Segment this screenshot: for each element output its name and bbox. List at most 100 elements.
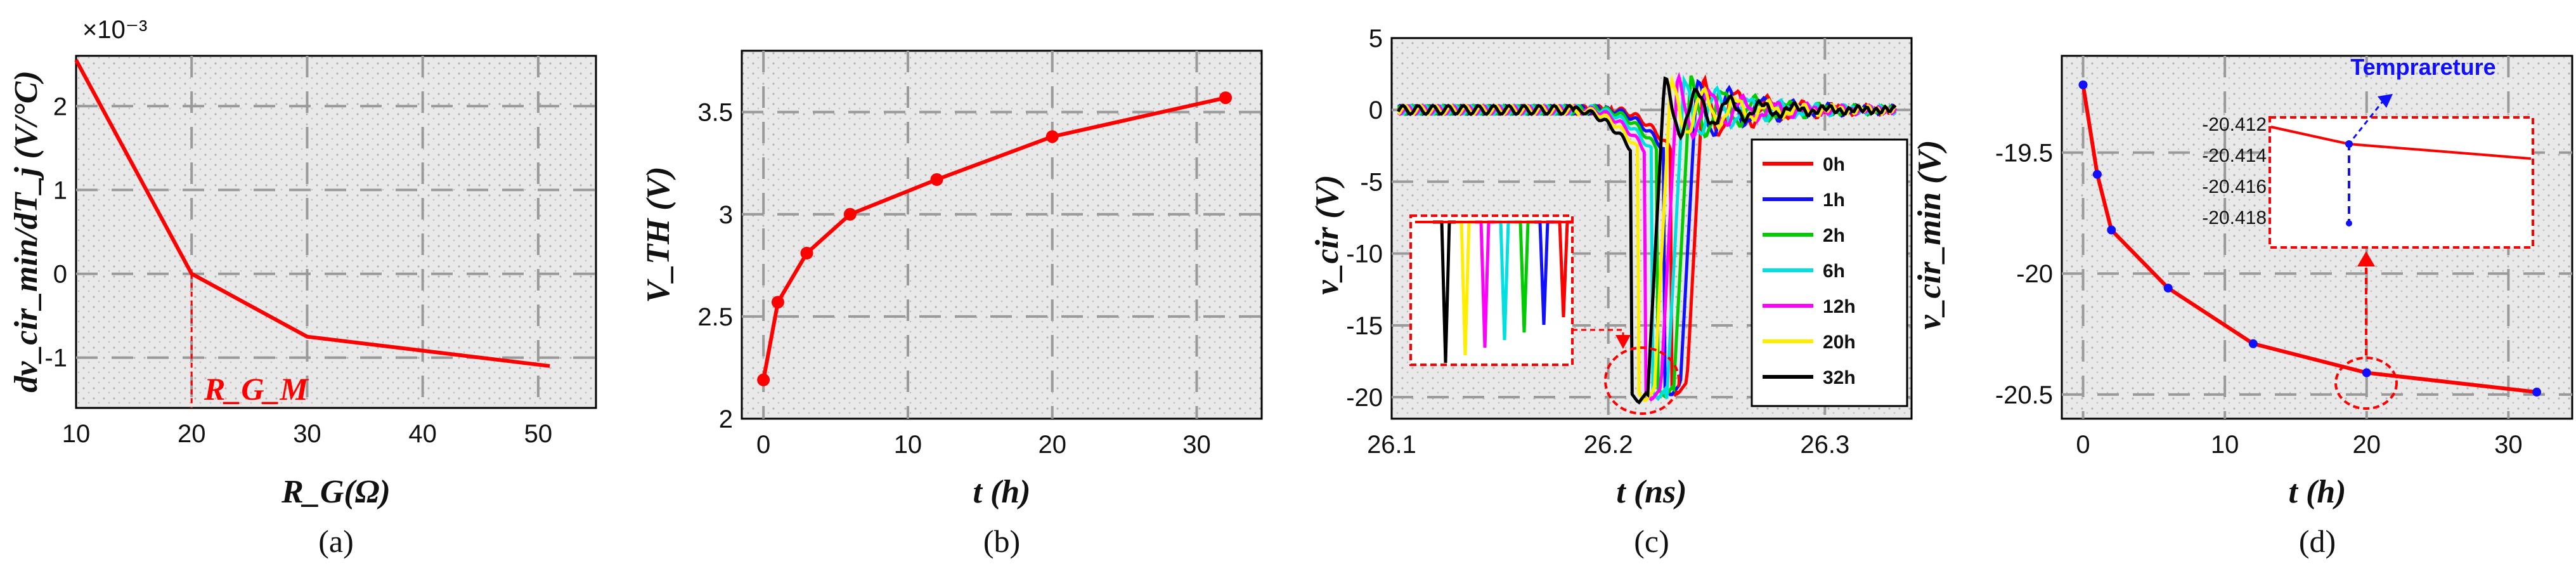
x-tick-label: 30: [2494, 431, 2523, 459]
panel-d-xlabel: t (h): [2289, 474, 2346, 510]
panel-d-inset-tick: -20.416: [2202, 176, 2267, 197]
y-tick-label: -19.5: [1995, 140, 2053, 167]
y-tick-label: -20: [1346, 384, 1383, 412]
panel-b-point: [1219, 91, 1233, 105]
legend-label-32h: 32h: [1823, 367, 1856, 388]
y-tick-label: 3.5: [697, 99, 733, 127]
panel-d-point: [2107, 225, 2116, 235]
x-tick-label: 30: [293, 420, 321, 448]
x-tick-label: 20: [2353, 431, 2381, 459]
legend-label-0h: 0h: [1823, 154, 1845, 175]
panel-c-caption: (c): [1634, 523, 1669, 559]
panel-d-temp-arrow: [2352, 101, 2384, 139]
panel-a-multiplier: ×10⁻³: [82, 16, 147, 44]
y-tick-label: 2: [53, 93, 67, 121]
panel-b-points: [757, 91, 1233, 386]
panel-b-gridlines: [742, 51, 1262, 419]
x-tick-label: 26.1: [1367, 431, 1416, 459]
panel-b-point: [800, 247, 813, 259]
panel-a-ylabel: dv_cir_min/dT_j (V/°C): [8, 70, 44, 393]
panel-b: 0 10 20 30 2 2.5 3 3.5 V_TH (V) t (h) (b): [640, 49, 1263, 559]
x-tick-label: 20: [178, 420, 206, 448]
panel-a-ticks: 10 20 30 40 50 -1 0 1 2: [44, 93, 552, 448]
panel-d-point: [2163, 284, 2173, 293]
x-tick-label: 30: [1182, 431, 1211, 459]
x-tick-label: 0: [2076, 431, 2090, 459]
panel-d-ticks: 0 10 20 30 -19.5 -20 -20.5: [1995, 140, 2523, 459]
panel-d-inset-tick: -20.412: [2202, 114, 2267, 135]
panel-d-ylabel: v_cir_min (V): [1912, 140, 1948, 330]
panel-a-xlabel: R_G(Ω): [281, 474, 391, 510]
panel-c-legend-entries: 0h 1h 2h 6h 12h 20h 32h: [1763, 154, 1856, 388]
legend-label-12h: 12h: [1823, 296, 1856, 317]
panel-c-inset-traces: [1415, 220, 1574, 364]
panel-b-ylabel: V_TH (V): [640, 166, 676, 303]
x-tick-label: 0: [756, 431, 770, 459]
panel-c-ticks: 26.1 26.2 26.3 5 0 -5 -10 -15 -20: [1346, 25, 1849, 459]
legend-label-1h: 1h: [1823, 190, 1845, 211]
panel-d-inset: [2269, 116, 2534, 249]
panel-d-inset-point: [2345, 140, 2353, 148]
y-tick-label: 3: [719, 201, 733, 229]
panel-b-point: [757, 373, 770, 386]
y-tick-label: -20.5: [1995, 381, 2053, 409]
y-tick-label: -1: [44, 344, 67, 372]
panel-c-legend: [1751, 138, 1908, 407]
panel-d-points: [2078, 80, 2542, 397]
x-tick-label: 10: [894, 431, 922, 459]
panel-d-point: [2362, 368, 2371, 377]
panel-d-inset-tick: -20.414: [2202, 145, 2267, 166]
x-tick-label: 20: [1038, 431, 1066, 459]
panel-d-inset-ticks: -20.412 -20.414 -20.416 -20.418: [2202, 114, 2267, 228]
panel-b-point: [843, 207, 857, 221]
panel-d-point: [2092, 169, 2102, 179]
y-tick-label: 0: [1369, 96, 1383, 124]
panel-b-point: [771, 296, 784, 309]
panel-d-inset-point-low: [2346, 220, 2352, 226]
x-tick-label: 26.3: [1800, 431, 1849, 459]
y-tick-label: 1: [53, 176, 67, 204]
panel-d-zoom-arrowhead: [2357, 251, 2375, 266]
panel-a-plot-area: [75, 55, 597, 409]
x-tick-label: 50: [524, 420, 553, 448]
legend-label-2h: 2h: [1823, 225, 1845, 246]
panel-b-caption: (b): [983, 523, 1020, 559]
panel-a-caption: (a): [318, 523, 354, 559]
y-tick-label: -20: [2016, 260, 2053, 288]
panel-d-zoom-circle: [2334, 357, 2398, 410]
y-tick-label: -15: [1346, 312, 1383, 340]
panel-d-point: [2532, 388, 2542, 397]
panel-a-annotation: R_G_M: [204, 371, 309, 407]
y-tick-label: 5: [1369, 25, 1383, 53]
panel-c-trace-32h: [1397, 76, 1897, 405]
x-tick-label: 10: [62, 420, 91, 448]
panel-d: 0 10 20 30-19.5-20-20.5 -20.412-20.414-20.4…: [1912, 54, 2573, 559]
panel-c-series-lines: [1397, 72, 1897, 405]
x-tick-label: 40: [408, 420, 437, 448]
panel-b-xlabel: t (h): [973, 474, 1031, 510]
panel-a: 10 20 30 40 50 -1 0 1 2 ×10⁻³ R_G_M dv_cir_min/d…: [8, 16, 597, 559]
panel-c: 26.1 26.2 26.3 5 0 -5 -10 -15 -20 0h 1h 2h 6h 12h 20h…: [1309, 25, 1913, 559]
panel-d-point: [2078, 80, 2088, 89]
y-tick-label: 2: [719, 405, 733, 433]
panel-d-caption: (d): [2299, 523, 2336, 559]
panel-d-inset-tick: -20.418: [2202, 207, 2267, 228]
panel-b-ticks: 0 10 20 30 2 2.5 3 3.5: [697, 99, 1210, 459]
panel-d-point: [2248, 339, 2258, 348]
y-tick-label: 0: [53, 261, 67, 289]
panel-c-xlabel: t (ns): [1616, 474, 1686, 510]
x-tick-label: 10: [2211, 431, 2239, 459]
y-tick-label: 2.5: [697, 303, 733, 331]
y-tick-label: -10: [1346, 240, 1383, 268]
panel-a-series-line: [74, 59, 550, 368]
panel-c-zoom-circle: [1604, 346, 1680, 415]
x-tick-label: 26.2: [1584, 431, 1633, 459]
panel-b-point: [1045, 130, 1059, 143]
panel-b-point: [930, 173, 943, 186]
panel-c-arrowhead: [1615, 335, 1631, 349]
panel-d-annotation: Temprareture: [2350, 54, 2495, 80]
legend-label-20h: 20h: [1823, 332, 1856, 353]
panel-d-temp-arrowhead: [2378, 94, 2393, 108]
panel-c-ylabel: v_cir (V): [1309, 174, 1345, 294]
